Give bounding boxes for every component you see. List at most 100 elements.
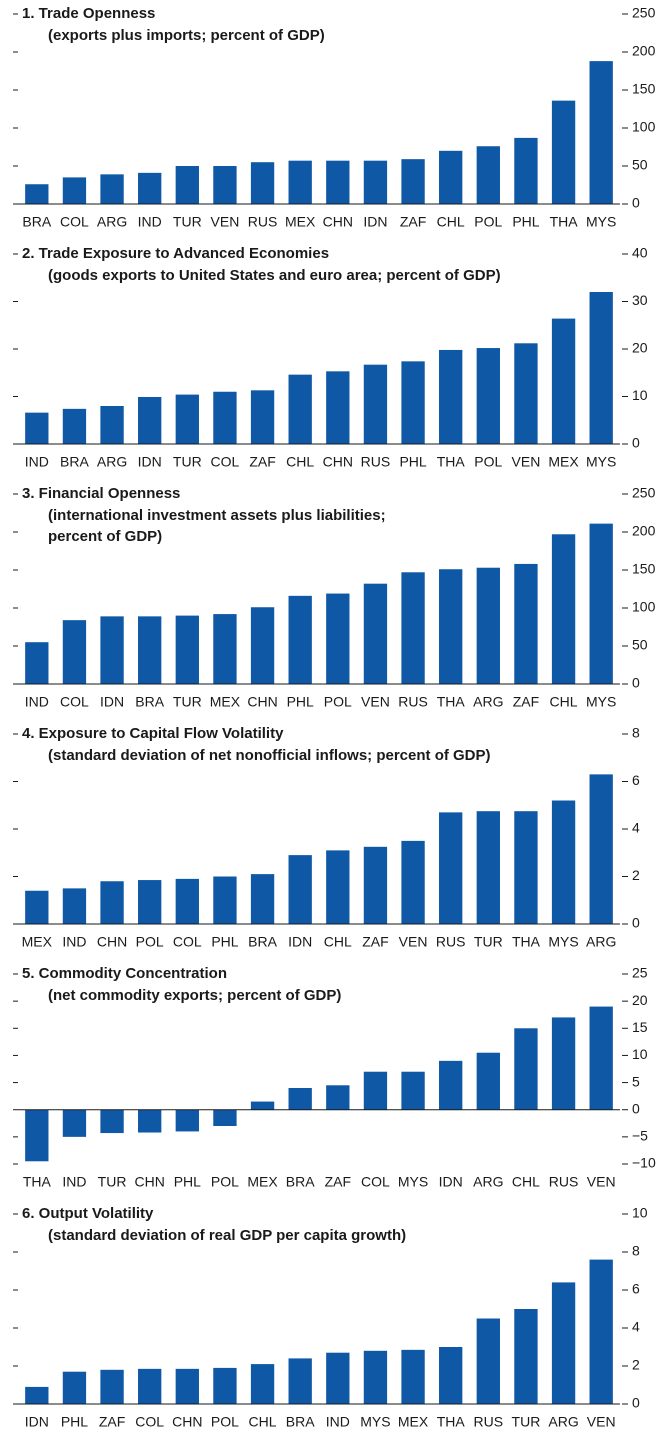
x-tick-label: CHN	[97, 934, 127, 950]
x-tick-label: ARG	[473, 1174, 503, 1190]
bar	[250, 162, 275, 204]
x-tick-label: CHN	[172, 1414, 202, 1430]
x-tick-label: VEN	[512, 454, 541, 470]
x-tick-label: ARG	[473, 694, 503, 710]
x-tick-label: MEX	[210, 694, 241, 710]
x-tick-label: POL	[474, 454, 502, 470]
x-tick-label: RUS	[474, 1414, 504, 1430]
x-tick-label: BRA	[248, 934, 277, 950]
y-tick-label: −5	[632, 1128, 648, 1144]
bar	[476, 567, 500, 684]
bar	[514, 811, 538, 924]
x-tick-label: ZAF	[362, 934, 388, 950]
bar	[326, 1352, 350, 1404]
bar	[100, 616, 124, 684]
x-tick-label: THA	[23, 1174, 52, 1190]
bar	[439, 1347, 463, 1404]
x-tick-label: COL	[173, 934, 202, 950]
bar	[100, 881, 124, 924]
x-tick-label: MYS	[586, 454, 616, 470]
bar	[175, 394, 199, 444]
chart-subtitle: (standard deviation of net nonofficial i…	[48, 747, 491, 764]
x-tick-label: CHL	[286, 454, 314, 470]
x-tick-label: CHL	[324, 934, 352, 950]
x-tick-label: IDN	[100, 694, 124, 710]
bar	[288, 855, 312, 924]
x-tick-label: IND	[25, 694, 49, 710]
bar	[138, 1368, 162, 1404]
bar	[551, 800, 576, 924]
x-tick-label: POL	[211, 1174, 239, 1190]
x-tick-label: ARG	[548, 1414, 578, 1430]
chart-subtitle: (international investment assets plus li…	[48, 507, 386, 524]
x-tick-label: BRA	[60, 454, 89, 470]
y-tick-label: 0	[632, 435, 640, 451]
bar	[213, 614, 237, 684]
chart-subtitle: (exports plus imports; percent of GDP)	[48, 27, 325, 44]
x-tick-label: ARG	[97, 214, 127, 230]
y-tick-label: 100	[632, 599, 656, 615]
bar	[250, 607, 275, 684]
bar	[401, 572, 425, 684]
bar	[288, 1088, 312, 1110]
x-tick-label: MYS	[398, 1174, 428, 1190]
x-tick-label: ARG	[586, 934, 616, 950]
x-tick-label: ZAF	[513, 694, 539, 710]
y-tick-label: 10	[632, 387, 648, 403]
bar	[551, 1282, 576, 1404]
bar	[100, 1109, 124, 1134]
bar	[439, 569, 463, 684]
x-tick-label: CHN	[135, 1174, 165, 1190]
bar	[326, 371, 350, 444]
y-tick-label: 6	[632, 772, 640, 788]
chart-title: 2. Trade Exposure to Advanced Economies	[22, 245, 329, 262]
y-tick-label: 10	[632, 1205, 648, 1221]
x-tick-label: VEN	[399, 934, 428, 950]
y-tick-label: 250	[632, 5, 656, 21]
x-tick-label: TUR	[173, 214, 202, 230]
x-tick-label: BRA	[286, 1414, 315, 1430]
bar	[25, 1109, 49, 1162]
x-tick-label: IDN	[138, 454, 162, 470]
bar	[175, 1368, 199, 1404]
bar	[514, 1028, 538, 1110]
x-tick-label: VEN	[211, 214, 240, 230]
bar	[25, 184, 49, 204]
x-tick-label: TUR	[98, 1174, 127, 1190]
bar	[25, 1386, 49, 1404]
x-tick-label: COL	[361, 1174, 390, 1190]
x-tick-label: RUS	[436, 934, 466, 950]
x-tick-label: IND	[62, 1174, 86, 1190]
bar	[476, 811, 500, 924]
bar	[213, 166, 237, 204]
bar	[476, 1052, 500, 1110]
chart-subtitle: (net commodity exports; percent of GDP)	[48, 987, 341, 1004]
x-tick-label: MYS	[586, 694, 616, 710]
x-tick-label: RUS	[398, 694, 428, 710]
y-tick-label: 100	[632, 119, 656, 135]
bar	[401, 840, 425, 924]
x-tick-label: POL	[474, 214, 502, 230]
chart-subtitle: (goods exports to United States and euro…	[48, 267, 501, 284]
x-tick-label: MEX	[22, 934, 53, 950]
x-tick-label: PHL	[211, 934, 238, 950]
y-tick-label: 150	[632, 81, 656, 97]
y-tick-label: 0	[632, 915, 640, 931]
bar	[25, 642, 49, 684]
x-tick-label: THA	[550, 214, 579, 230]
x-tick-label: ZAF	[99, 1414, 125, 1430]
x-tick-label: ZAF	[400, 214, 426, 230]
bar	[363, 160, 388, 204]
bar	[100, 174, 124, 204]
y-tick-label: 25	[632, 965, 648, 981]
chart-subtitle: percent of GDP)	[48, 528, 162, 545]
bar	[288, 595, 312, 684]
x-tick-label: TUR	[512, 1414, 541, 1430]
x-tick-label: TUR	[173, 694, 202, 710]
bar	[401, 361, 425, 444]
bar	[439, 349, 463, 444]
x-tick-label: TUR	[474, 934, 503, 950]
chart-title: 1. Trade Openness	[22, 5, 155, 22]
x-tick-label: VEN	[361, 694, 390, 710]
bar	[250, 874, 275, 924]
